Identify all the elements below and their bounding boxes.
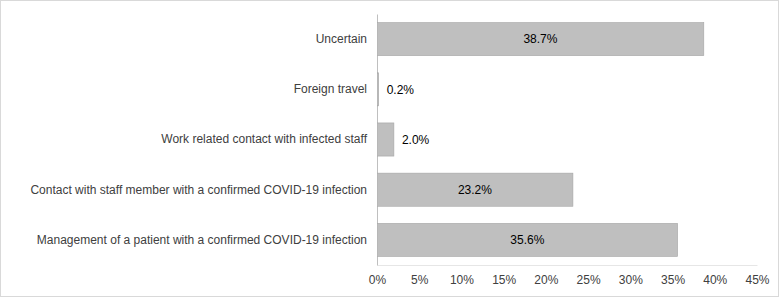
data-label: 38.7%: [523, 32, 557, 46]
y-tick-label: Management of a patient with a confirmed…: [37, 233, 367, 247]
data-label: 2.0%: [402, 133, 430, 147]
x-tick: 20%: [534, 265, 558, 287]
x-axis-line: [378, 265, 758, 266]
x-axis: 0% 5% 10% 15% 20% 25% 30% 35% 40% 45%: [369, 265, 770, 287]
x-tick: 10%: [450, 265, 474, 287]
x-tick-label: 15%: [492, 273, 516, 287]
bar: [377, 23, 704, 56]
x-tick: 40%: [703, 265, 727, 287]
x-tick-label: 25%: [577, 273, 601, 287]
chart-frame: [1, 1, 779, 297]
plot: 0% 5% 10% 15% 20% 25% 30% 35% 40% 45% Uncertain For…: [30, 15, 769, 287]
chart: 0% 5% 10% 15% 20% 25% 30% 35% 40% 45% Uncertain For…: [0, 0, 779, 297]
x-tick: 45%: [745, 265, 769, 287]
bar: [377, 73, 379, 106]
x-tick-label: 5%: [411, 273, 429, 287]
x-tick-label: 45%: [745, 273, 769, 287]
data-labels: 38.7% 0.2% 2.0% 23.2% 35.6%: [387, 32, 558, 247]
x-tick-label: 20%: [534, 273, 558, 287]
x-tick-label: 0%: [369, 273, 387, 287]
y-tick: Foreign travel: [294, 82, 377, 96]
x-tick: 30%: [619, 265, 643, 287]
bars: [377, 23, 704, 257]
data-label: 0.2%: [387, 83, 415, 97]
bar: [377, 173, 573, 206]
data-label: 23.2%: [458, 183, 492, 197]
x-tick-label: 35%: [661, 273, 685, 287]
y-tick: Uncertain: [316, 32, 377, 46]
y-tick-label: Work related contact with infected staff: [161, 132, 367, 146]
y-tick-label: Foreign travel: [294, 82, 367, 96]
y-tick-label: Uncertain: [316, 32, 367, 46]
y-tick: Work related contact with infected staff: [161, 132, 377, 146]
y-axis: Uncertain Foreign travel Work related cont…: [30, 15, 377, 266]
data-label: 35.6%: [510, 233, 544, 247]
x-tick: 5%: [411, 265, 429, 287]
bar: [377, 123, 394, 156]
x-tick: 25%: [577, 265, 601, 287]
x-tick: 35%: [661, 265, 685, 287]
y-tick: Contact with staff member with a confirm…: [30, 183, 377, 197]
x-tick-label: 40%: [703, 273, 727, 287]
x-tick: 15%: [492, 265, 516, 287]
y-tick: Management of a patient with a confirmed…: [37, 233, 377, 247]
x-tick-label: 10%: [450, 273, 474, 287]
bar: [377, 223, 678, 256]
x-tick-label: 30%: [619, 273, 643, 287]
y-tick-label: Contact with staff member with a confirm…: [30, 183, 367, 197]
x-tick: 0%: [369, 265, 387, 287]
